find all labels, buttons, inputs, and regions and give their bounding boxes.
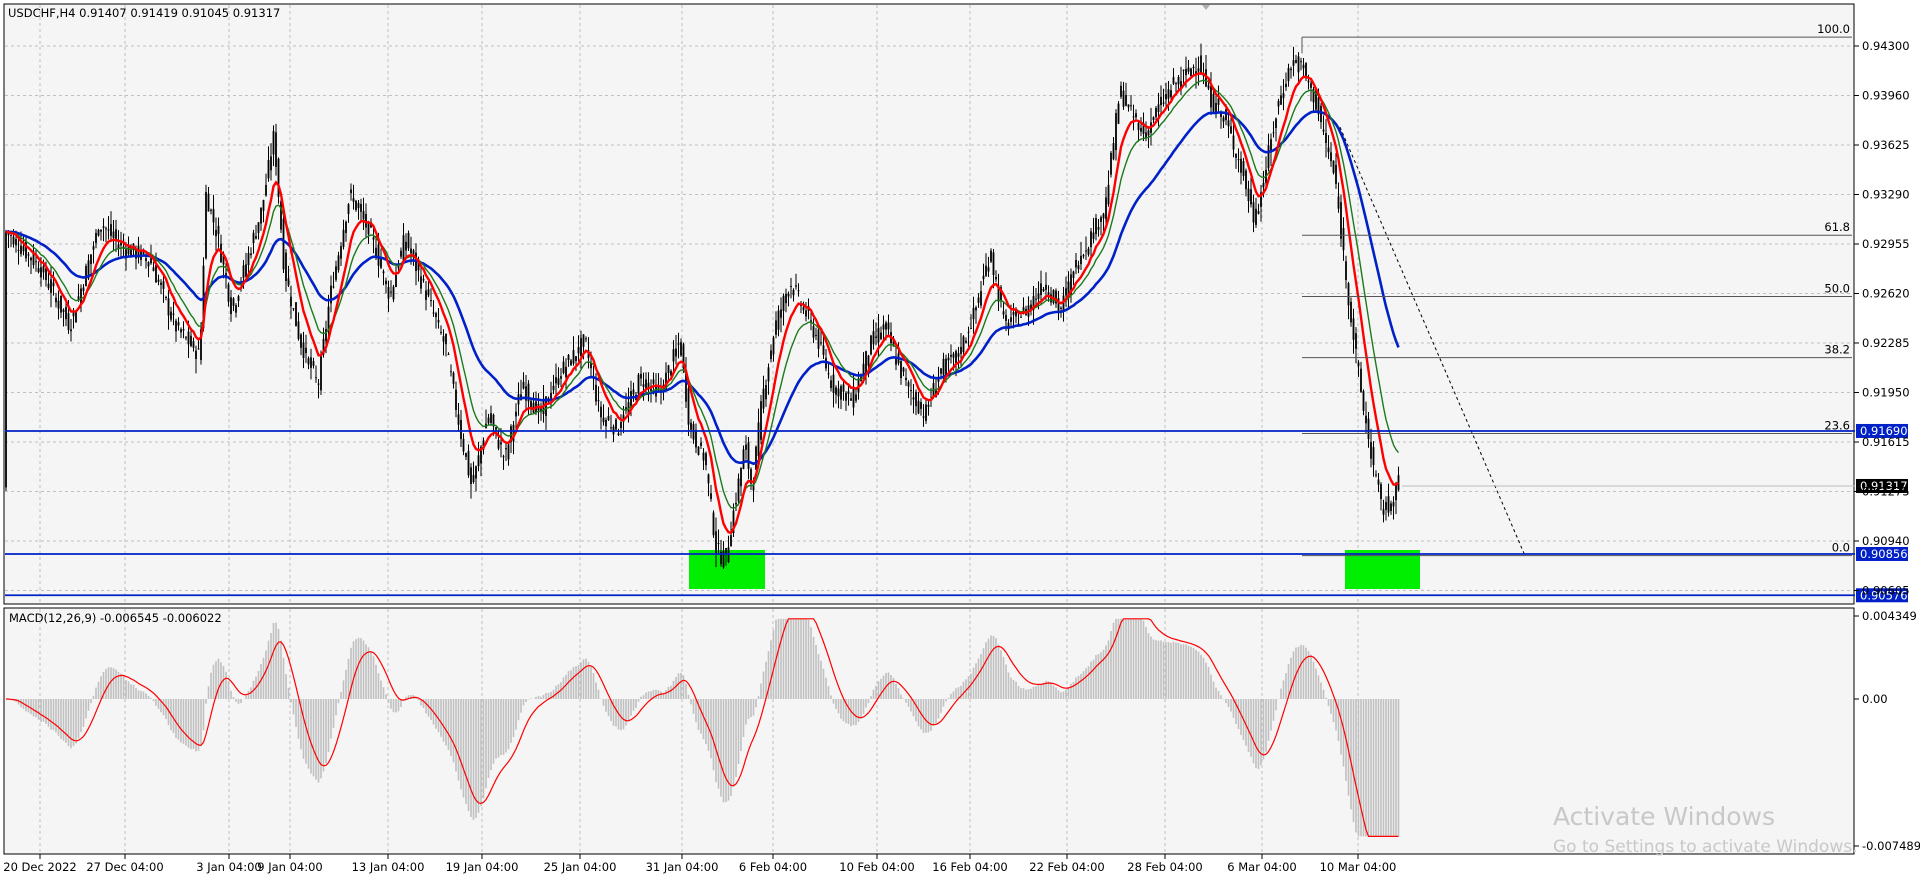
time-axis-label: 6 Feb 04:00 <box>739 860 807 874</box>
price-axis-label: 0.93290 <box>1862 188 1910 202</box>
time-axis-label: 3 Jan 04:00 <box>196 860 262 874</box>
price-axis-label: 0.91950 <box>1862 386 1910 400</box>
time-axis-label: 10 Feb 04:00 <box>839 860 914 874</box>
watermark-line2: Go to Settings to activate Windows. <box>1553 837 1858 857</box>
time-axis-label: 31 Jan 04:00 <box>646 860 719 874</box>
watermark-line1: Activate Windows <box>1553 802 1775 831</box>
time-axis-label: 16 Feb 04:00 <box>932 860 1007 874</box>
main-header-text: USDCHF,H4 0.91407 0.91419 0.91045 0.9131… <box>8 6 280 20</box>
price-tag-label: 0.90856 <box>1860 547 1908 561</box>
fib-level-label: 38.2 <box>1824 343 1850 357</box>
macd-axis-label: 0.00 <box>1862 692 1888 706</box>
price-tag-label: 0.91690 <box>1860 424 1908 438</box>
price-axis-label: 0.92285 <box>1862 336 1910 350</box>
price-axis-label: 0.91275 <box>1862 485 1910 499</box>
candlestick-series <box>5 43 1400 569</box>
price-axis-label: 0.93625 <box>1862 138 1910 152</box>
price-tag-label: 0.90576 <box>1860 588 1908 602</box>
price-axis-label: 0.90605 <box>1862 584 1910 598</box>
fib-level-label: 61.8 <box>1824 220 1850 234</box>
price-tag <box>1856 546 1908 561</box>
current-price-tag <box>1856 478 1908 493</box>
ma-fast-line <box>5 72 1400 535</box>
fib-level-label: 0.0 <box>1832 541 1850 555</box>
macd-header-text: MACD(12,26,9) -0.006545 -0.006022 <box>9 611 222 625</box>
fibonacci-retracement[interactable]: 100.0 61.8 50.0 38.2 23.6 0.0 <box>1301 22 1852 557</box>
support-zone-left <box>689 550 765 589</box>
time-axis-label: 22 Feb 04:00 <box>1029 860 1104 874</box>
horizontal-lines[interactable]: 0.91690 0.90856 0.90576 0.91317 <box>5 423 1908 603</box>
price-tag <box>1856 588 1908 603</box>
time-axis-label: 9 Jan 04:00 <box>257 860 323 874</box>
time-axis-label: 13 Jan 04:00 <box>352 860 425 874</box>
price-axis-label: 0.92955 <box>1862 237 1910 251</box>
macd-axis-label: 0.004349 <box>1862 609 1917 623</box>
time-axis-label: 10 Mar 04:00 <box>1320 860 1397 874</box>
price-pane[interactable] <box>3 3 1855 605</box>
moving-averages <box>5 72 1400 535</box>
price-axis-label: 0.93960 <box>1862 89 1910 103</box>
time-axis-label: 6 Mar 04:00 <box>1227 860 1296 874</box>
fib-level-label: 50.0 <box>1824 281 1850 295</box>
price-axis-label: 0.92620 <box>1862 287 1910 301</box>
price-axis-label: 0.90940 <box>1862 534 1910 548</box>
chart-shift-marker[interactable] <box>1202 5 1210 10</box>
current-price-label: 0.91317 <box>1860 479 1908 493</box>
macd-axis-label: -0.007489 <box>1862 839 1920 853</box>
time-axis-label: 25 Jan 04:00 <box>544 860 617 874</box>
price-axis-label: 0.91615 <box>1862 435 1910 449</box>
time-axis-label: 19 Jan 04:00 <box>446 860 519 874</box>
time-axis-label: 20 Dec 2022 <box>3 860 76 874</box>
ma-mid-line <box>5 79 1400 509</box>
macd-signal-line <box>5 618 1399 838</box>
support-zone-right <box>1345 550 1420 589</box>
time-axis-label: 28 Feb 04:00 <box>1127 860 1202 874</box>
time-axis-label: 27 Dec 04:00 <box>86 860 163 874</box>
macd-indicator <box>5 618 1400 838</box>
ma-slow-line <box>5 110 1400 466</box>
price-axis-label: 0.94300 <box>1862 39 1910 53</box>
fib-level-label: 100.0 <box>1817 22 1850 36</box>
price-tag <box>1856 423 1908 438</box>
fib-level-label: 23.6 <box>1824 418 1850 432</box>
